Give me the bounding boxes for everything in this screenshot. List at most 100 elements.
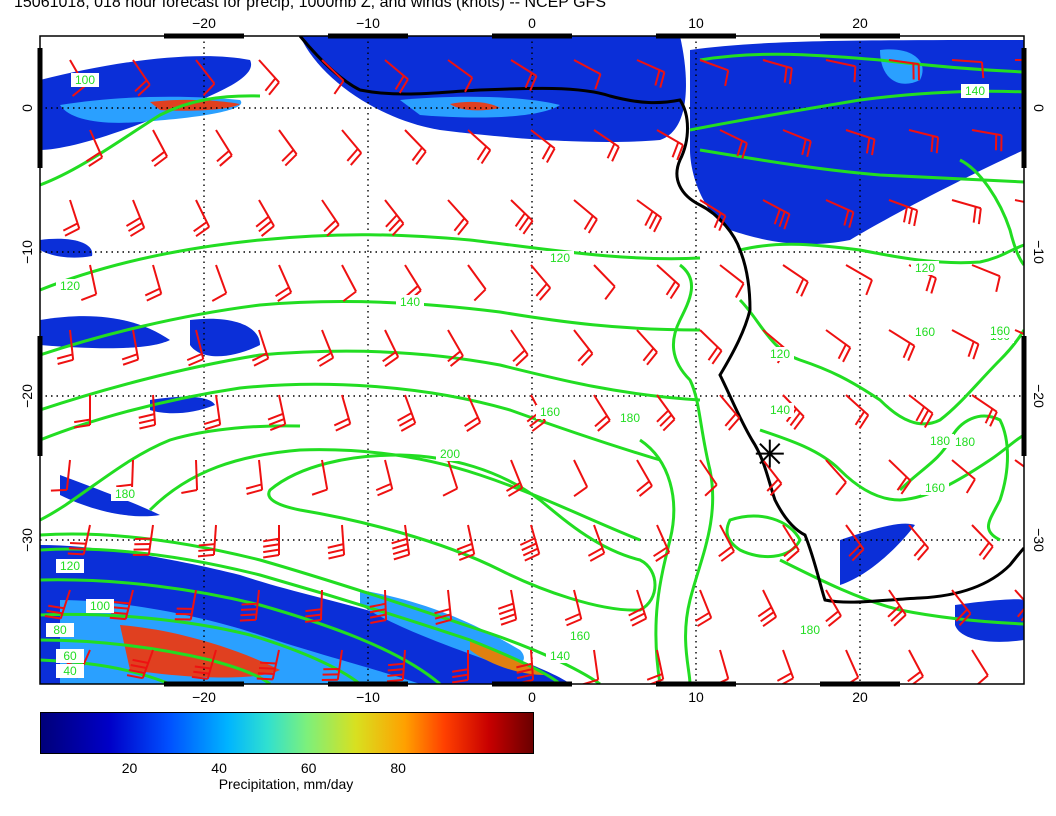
wind-barb <box>391 524 411 561</box>
barb-feather <box>267 412 284 421</box>
colorbar-tick-label: 60 <box>300 760 317 776</box>
wind-barb <box>656 394 676 432</box>
barb-feather <box>795 278 805 294</box>
wind-barb <box>573 59 602 90</box>
barb-feather <box>835 481 847 496</box>
barb-feather <box>191 675 208 680</box>
barb-feather <box>400 422 416 432</box>
wind-barb <box>447 199 469 236</box>
barb-feather <box>773 208 781 225</box>
map-frame <box>37 33 1027 687</box>
wind-barb <box>1035 650 1053 686</box>
barb-feather <box>776 672 792 682</box>
wind-barb <box>397 394 417 432</box>
barb-feather <box>604 285 616 300</box>
barb-feather <box>653 217 663 233</box>
wind-barb <box>341 129 363 166</box>
barb-feather <box>893 614 907 627</box>
barb-feather <box>411 147 423 162</box>
contour-label: 80 <box>53 623 67 637</box>
barb-feather <box>917 547 930 561</box>
contour-label: 180 <box>800 623 820 637</box>
geopotential-contour <box>40 94 261 187</box>
barb-shaft <box>825 459 847 483</box>
wind-barb <box>74 395 91 429</box>
contour-label: 160 <box>925 481 945 495</box>
contour-label-bg <box>86 599 114 613</box>
barb-feather <box>498 607 515 616</box>
wind-barb <box>845 524 865 562</box>
barb-feather <box>671 141 680 158</box>
barb-feather <box>449 355 464 367</box>
barb-shaft <box>195 459 199 491</box>
barb-feather <box>566 618 582 627</box>
barb-feather <box>253 357 269 367</box>
wind-barb <box>384 199 405 237</box>
barb-shaft <box>447 59 473 79</box>
barb-feather <box>203 418 220 425</box>
wind-barb <box>186 329 205 367</box>
contour-label: 140 <box>400 295 420 309</box>
wind-barb <box>825 589 842 627</box>
barb-feather <box>305 613 322 618</box>
wind-barb <box>656 264 681 300</box>
barb-feather <box>211 292 227 302</box>
barb-feather <box>896 476 908 491</box>
barb-feather <box>382 351 397 363</box>
geopotential-contour <box>779 558 1024 626</box>
barb-feather <box>976 674 989 684</box>
wind-barb <box>971 524 994 560</box>
barb-feather <box>1045 60 1048 76</box>
barb-shaft <box>699 59 729 72</box>
wind-barb <box>762 199 791 230</box>
wind-barb <box>452 650 469 684</box>
barb-feather <box>724 70 730 87</box>
barb-shaft <box>719 649 730 680</box>
barb-feather <box>760 611 775 623</box>
barb-shaft <box>1014 589 1024 602</box>
barb-feather <box>258 220 272 233</box>
contour-label: 180 <box>930 434 950 448</box>
contour-label: 160 <box>915 325 935 339</box>
wind-barb <box>888 459 912 495</box>
wind-barb <box>121 329 140 366</box>
barb-feather <box>718 215 727 232</box>
barb-shaft <box>1014 199 1024 203</box>
barb-feather <box>264 77 277 92</box>
precip-blob <box>40 316 170 349</box>
barb-feather <box>930 135 934 152</box>
barb-feather <box>978 542 990 557</box>
barb-feather <box>385 214 398 228</box>
wind-barb <box>125 199 146 237</box>
contour-label: 180 <box>620 411 640 425</box>
wind-barb <box>321 59 345 95</box>
barb-feather <box>1038 205 1039 221</box>
contour-label-bg <box>546 649 574 663</box>
barb-feather <box>806 141 812 158</box>
precip-blob <box>40 238 93 258</box>
barb-feather <box>977 208 982 225</box>
wind-barb <box>530 264 552 301</box>
barb-feather <box>241 602 258 606</box>
barb-feather <box>801 138 807 156</box>
barb-feather <box>766 478 779 492</box>
geopotential-contours <box>40 52 1024 684</box>
contour-label-bg <box>56 649 84 663</box>
barb-feather <box>46 609 63 615</box>
contour-label: 120 <box>60 279 80 293</box>
barb-feather <box>539 287 552 301</box>
wind-barb <box>825 329 852 363</box>
wind-barb <box>1035 130 1056 149</box>
barb-shaft <box>951 459 976 481</box>
barb-feather <box>1051 407 1056 422</box>
wind-barb <box>628 589 648 627</box>
contour-label-bg <box>536 405 564 419</box>
wind-barb <box>327 524 346 560</box>
barb-feather <box>646 351 658 366</box>
contour-label: 140 <box>550 649 570 663</box>
wind-barb <box>456 524 476 562</box>
barb-feather <box>512 349 526 363</box>
colorbar-tick-label: 20 <box>121 760 138 776</box>
wind-barb <box>86 129 104 167</box>
